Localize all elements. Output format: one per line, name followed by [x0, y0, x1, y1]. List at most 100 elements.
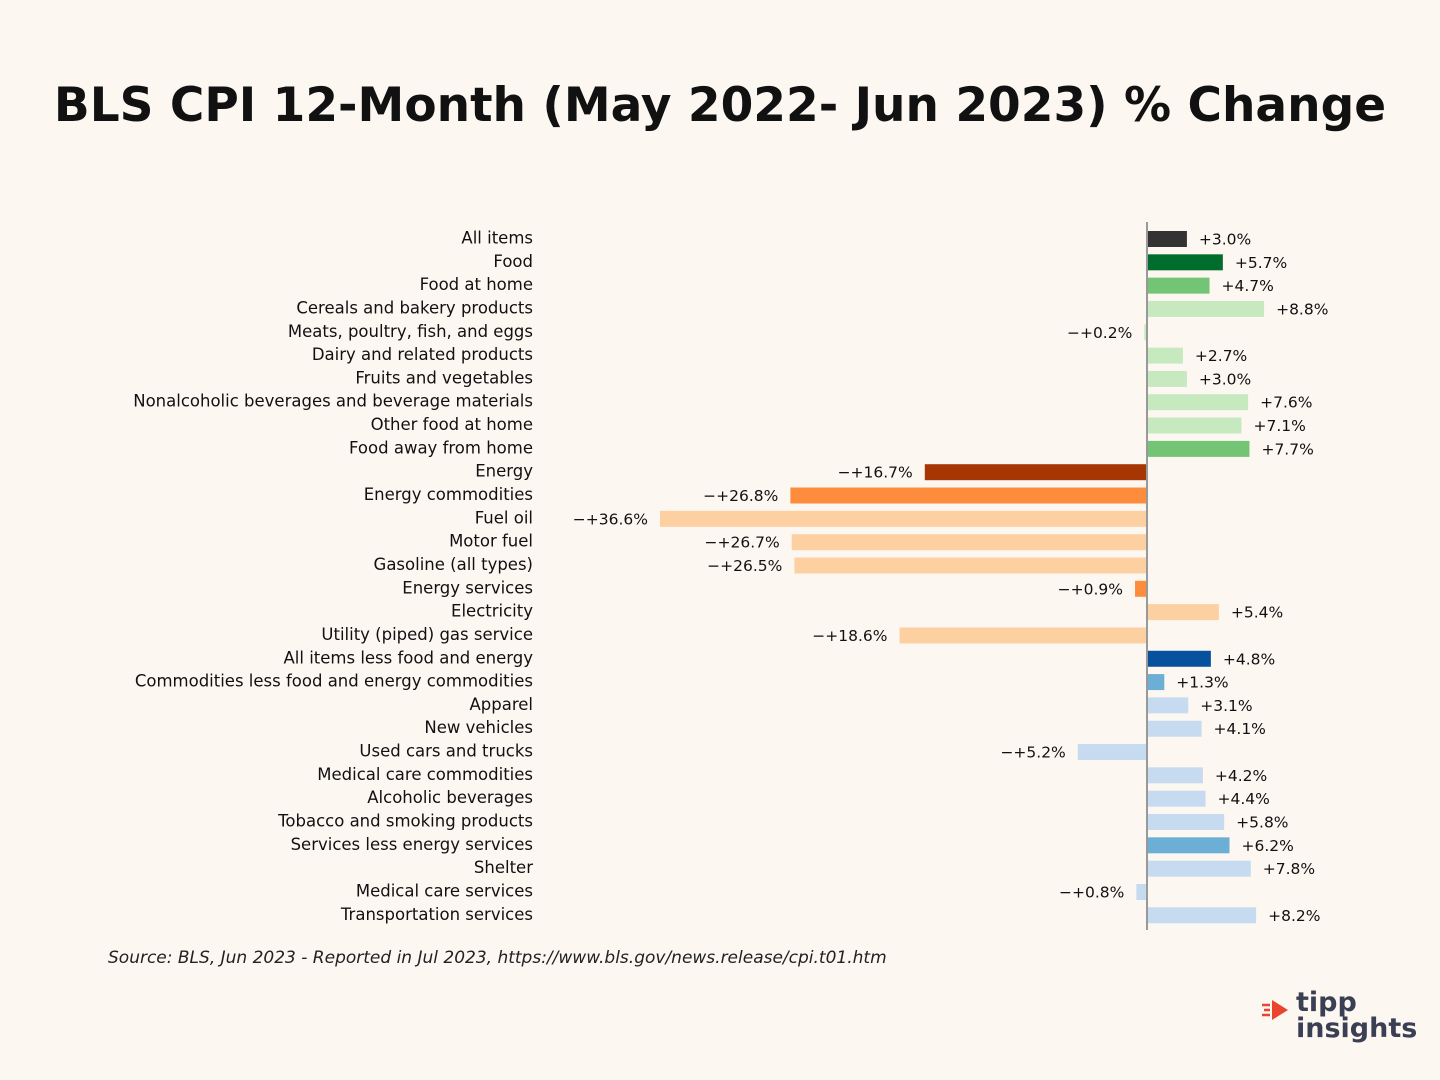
category-label: Services less energy services — [291, 835, 533, 854]
category-label: Motor fuel — [449, 532, 533, 551]
bar — [1147, 277, 1210, 294]
category-label: Other food at home — [371, 415, 533, 434]
bar — [1147, 300, 1265, 317]
bar — [1136, 883, 1147, 900]
bar — [924, 464, 1147, 481]
bar — [1147, 907, 1257, 924]
bar — [660, 510, 1147, 527]
value-label: −+5.2% — [1000, 744, 1065, 762]
bar — [1077, 744, 1147, 761]
value-label: +7.8% — [1263, 860, 1315, 878]
category-label: Shelter — [474, 858, 533, 877]
value-label: +8.8% — [1276, 300, 1328, 318]
category-label: Utility (piped) gas service — [321, 625, 533, 644]
value-label: +2.7% — [1195, 347, 1247, 365]
value-label: −+18.6% — [812, 627, 887, 645]
bar — [1147, 860, 1251, 877]
value-label: +3.0% — [1199, 231, 1251, 249]
value-label: +3.0% — [1199, 370, 1251, 388]
category-label: Cereals and bakery products — [296, 298, 533, 317]
bar — [1147, 440, 1250, 457]
category-label: Tobacco and smoking products — [277, 812, 533, 831]
bar — [1147, 231, 1187, 247]
value-label: +6.2% — [1241, 837, 1293, 855]
value-label: +5.7% — [1235, 254, 1287, 272]
bars — [660, 231, 1265, 924]
value-label: −+26.8% — [703, 487, 778, 505]
source-note: Source: BLS, Jun 2023 - Reported in Jul … — [108, 948, 887, 968]
value-label: +5.4% — [1231, 604, 1283, 622]
category-labels: All items Food Food at home Cereals and bak… — [133, 229, 533, 924]
category-label: Used cars and trucks — [359, 742, 533, 761]
value-label: +4.8% — [1223, 650, 1275, 668]
category-label: All items — [461, 229, 533, 248]
value-label: +1.3% — [1176, 674, 1228, 692]
category-label: Dairy and related products — [312, 345, 533, 364]
bar — [1147, 604, 1219, 621]
bar — [1147, 697, 1189, 714]
category-label: Gasoline (all types) — [374, 555, 533, 574]
value-label: −+26.7% — [705, 534, 780, 552]
bar — [1147, 674, 1165, 691]
value-label: −+16.7% — [838, 464, 913, 482]
category-label: Medical care services — [356, 881, 533, 900]
category-label: Meats, poultry, fish, and eggs — [288, 322, 533, 341]
bar — [899, 627, 1147, 644]
value-label: +7.6% — [1260, 394, 1312, 412]
logo-line-insights: insights — [1296, 1013, 1418, 1044]
category-label: Food at home — [420, 275, 533, 294]
value-label: +7.7% — [1261, 440, 1313, 458]
category-label: Transportation services — [340, 905, 533, 924]
chart-title: BLS CPI 12-Month (May 2022- Jun 2023) % … — [53, 78, 1387, 133]
bar — [1147, 790, 1206, 807]
bar — [1135, 580, 1147, 597]
value-label: −+0.9% — [1058, 580, 1123, 598]
bar — [1147, 370, 1187, 387]
category-label: Food away from home — [349, 438, 533, 457]
tipp-insights-logo: tipp insights — [1262, 987, 1432, 1050]
bar — [1144, 324, 1147, 341]
category-label: Energy services — [402, 578, 533, 597]
category-label: All items less food and energy — [284, 648, 534, 667]
value-labels: +3.0% +5.7% +4.7%+8.8% −+0.2% +2.7% +3.0% +7.6… — [573, 231, 1329, 925]
bar — [791, 534, 1147, 551]
category-label: Energy — [475, 462, 533, 481]
bar — [794, 557, 1147, 574]
logo-line-tipp: tipp — [1296, 987, 1357, 1018]
bar — [1147, 254, 1223, 271]
value-label: −+0.2% — [1067, 324, 1132, 342]
category-label: Nonalcoholic beverages and beverage mate… — [133, 392, 533, 411]
bar — [1147, 394, 1249, 411]
value-label: −+0.8% — [1059, 883, 1124, 901]
value-label: +8.2% — [1268, 907, 1320, 925]
logo-arrow-icon — [1262, 1000, 1288, 1020]
bar — [1147, 814, 1225, 830]
value-label: +4.7% — [1222, 277, 1274, 295]
category-label: New vehicles — [424, 718, 533, 737]
category-label: Alcoholic beverages — [367, 788, 533, 807]
bar — [1147, 417, 1242, 434]
value-label: −+26.5% — [707, 557, 782, 575]
value-label: +3.1% — [1200, 697, 1252, 715]
category-label: Commodities less food and energy commodi… — [135, 672, 533, 691]
value-label: +7.1% — [1253, 417, 1305, 435]
bar — [1147, 720, 1202, 737]
value-label: +4.4% — [1218, 790, 1270, 808]
category-label: Food — [493, 252, 533, 271]
value-label: −+36.6% — [573, 510, 648, 528]
bar — [790, 487, 1147, 504]
category-label: Electricity — [451, 602, 533, 621]
category-label: Fruits and vegetables — [355, 368, 533, 387]
category-label: Apparel — [469, 695, 533, 714]
bar — [1147, 347, 1183, 364]
bar — [1147, 837, 1230, 854]
category-label: Energy commodities — [364, 485, 533, 504]
value-label: +4.2% — [1215, 767, 1267, 785]
value-label: +4.1% — [1214, 720, 1266, 738]
bar — [1147, 767, 1203, 784]
bar — [1147, 650, 1211, 667]
value-label: +5.8% — [1236, 814, 1288, 832]
category-label: Fuel oil — [475, 508, 533, 527]
category-label: Medical care commodities — [317, 765, 533, 784]
